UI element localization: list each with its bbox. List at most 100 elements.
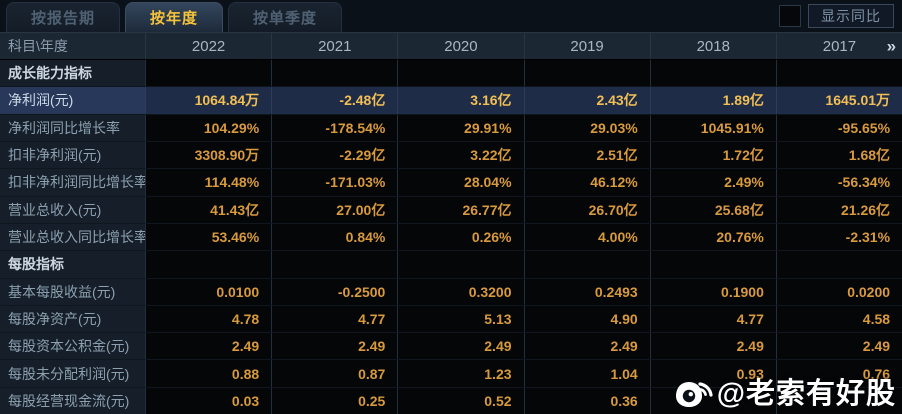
- value-cell: 2.49: [775, 333, 902, 360]
- value-cell: [775, 251, 902, 278]
- table-row[interactable]: 每股未分配利润(元) 0.88 0.87 1.23 1.04 0.93 0.76: [0, 359, 902, 387]
- show-yoy-checkbox[interactable]: [779, 5, 801, 27]
- yoy-controls: 显示同比: [779, 4, 894, 28]
- year-header-2017[interactable]: 2017 »: [775, 33, 902, 59]
- value-cell: 25.68亿: [649, 196, 776, 223]
- year-header-2019[interactable]: 2019: [523, 33, 650, 59]
- table-row[interactable]: 扣非净利润同比增长率 114.48% -171.03% 28.04% 46.12% 2.4…: [0, 168, 902, 196]
- table-row[interactable]: 营业总收入同比增长率 53.46% 0.84% 0.26% 4.00% 20.76% -2.…: [0, 222, 902, 251]
- value-cell: 3.16亿: [397, 87, 524, 114]
- value-cell: -2.31%: [775, 223, 902, 251]
- year-header-2022[interactable]: 2022: [145, 33, 271, 59]
- value-cell: 1.23: [397, 360, 524, 387]
- show-yoy-button[interactable]: 显示同比: [808, 4, 894, 28]
- row-label: 每股净资产(元): [0, 305, 145, 333]
- value-cell: 4.58: [775, 305, 902, 333]
- row-label: 每股资本公积金(元): [0, 333, 145, 360]
- value-cell: 4.77: [649, 305, 776, 333]
- table-row[interactable]: 每股经营现金流(元) 0.03 0.25 0.52 0.36: [0, 386, 902, 414]
- value-cell: 2.49: [523, 333, 650, 360]
- row-label: 营业总收入同比增长率: [0, 223, 148, 251]
- value-cell: 28.04%: [397, 169, 524, 196]
- row-label: 净利润(元): [0, 87, 145, 114]
- value-cell: 0.76: [775, 360, 902, 387]
- value-cell: -2.48亿: [271, 87, 398, 114]
- value-cell: [775, 60, 902, 87]
- value-cell: [523, 251, 650, 278]
- value-cell: 0.0100: [145, 278, 272, 305]
- value-cell: 4.77: [271, 305, 398, 333]
- corner-header-label: 科目\年度: [8, 38, 68, 54]
- value-cell: -2.29亿: [271, 141, 398, 169]
- value-cell: [271, 60, 398, 87]
- value-cell: 0.26%: [397, 223, 524, 251]
- year-header-2021[interactable]: 2021: [271, 33, 397, 59]
- value-cell: 104.29%: [145, 114, 272, 141]
- value-cell: 4.00%: [523, 223, 650, 251]
- row-label: 净利润同比增长率: [0, 114, 145, 141]
- value-cell: 0.87: [271, 360, 398, 387]
- value-cell: -0.2500: [271, 278, 398, 305]
- value-cell: -178.54%: [271, 114, 398, 141]
- value-cell: 29.03%: [523, 114, 650, 141]
- value-cell: -171.03%: [271, 169, 398, 196]
- value-cell: 26.70亿: [523, 196, 650, 223]
- row-label: 成长能力指标: [0, 60, 145, 87]
- table-row[interactable]: 每股净资产(元) 4.78 4.77 5.13 4.90 4.77 4.58: [0, 304, 902, 333]
- value-cell: 2.51亿: [523, 141, 650, 169]
- table-row[interactable]: 每股资本公积金(元) 2.49 2.49 2.49 2.49 2.49 2.49: [0, 332, 902, 360]
- value-cell: 3.22亿: [397, 141, 524, 169]
- value-cell: 0.93: [649, 360, 776, 387]
- tab-by-year[interactable]: 按年度: [125, 2, 224, 32]
- value-cell: 0.88: [145, 360, 272, 387]
- value-cell: 2.49: [145, 333, 272, 360]
- row-label: 每股指标: [0, 251, 145, 278]
- table-row[interactable]: 成长能力指标: [0, 60, 902, 87]
- value-cell: 1645.01万: [775, 87, 902, 114]
- year-header-2018[interactable]: 2018: [649, 33, 776, 59]
- year-header-2020[interactable]: 2020: [397, 33, 523, 59]
- tab-by-report-period[interactable]: 按报告期: [6, 2, 121, 32]
- row-label: 营业总收入(元): [0, 196, 145, 223]
- table-row[interactable]: 扣非净利润(元) 3308.90万 -2.29亿 3.22亿 2.51亿 1.72亿 1.6…: [0, 140, 902, 169]
- value-cell: 21.26亿: [775, 196, 902, 223]
- value-cell: 2.49: [649, 333, 776, 360]
- value-cell: 4.90: [523, 305, 650, 333]
- value-cell: 0.52: [397, 387, 524, 414]
- row-label: 扣非净利润(元): [0, 141, 145, 169]
- value-cell: 41.43亿: [145, 196, 272, 223]
- value-cell: [397, 60, 524, 87]
- value-cell: 2.49%: [649, 169, 776, 196]
- value-cell: 20.76%: [649, 223, 776, 251]
- value-cell: 3308.90万: [145, 141, 272, 169]
- more-years-icon[interactable]: »: [886, 36, 897, 56]
- tab-by-quarter[interactable]: 按单季度: [228, 2, 343, 32]
- value-cell: 27.00亿: [271, 196, 398, 223]
- table-row[interactable]: 每股指标: [0, 250, 902, 278]
- value-cell: 26.77亿: [397, 196, 524, 223]
- table-row[interactable]: 净利润(元) 1064.84万 -2.48亿 3.16亿 2.43亿 1.89亿 1645.…: [0, 86, 902, 114]
- value-cell: [775, 387, 902, 414]
- value-cell: 1.68亿: [775, 141, 902, 169]
- period-tab-bar: 按报告期 按年度 按单季度 显示同比: [0, 0, 902, 32]
- value-cell: 2.49: [271, 333, 398, 360]
- row-label: 每股经营现金流(元): [0, 387, 145, 414]
- table-row[interactable]: 营业总收入(元) 41.43亿 27.00亿 26.77亿 26.70亿 25.68亿 21…: [0, 195, 902, 223]
- value-cell: [397, 251, 524, 278]
- value-cell: 29.91%: [397, 114, 524, 141]
- value-cell: [649, 60, 776, 87]
- value-cell: 0.25: [271, 387, 398, 414]
- value-cell: 1045.91%: [649, 114, 776, 141]
- value-cell: [523, 60, 650, 87]
- value-cell: 1.72亿: [649, 141, 776, 169]
- value-cell: 2.49: [397, 333, 524, 360]
- table-row[interactable]: 净利润同比增长率 104.29% -178.54% 29.91% 29.03% 1045.…: [0, 113, 902, 141]
- value-cell: 0.0200: [775, 278, 902, 305]
- value-cell: -95.65%: [775, 114, 902, 141]
- table-header-row: 科目\年度 2022 2021 2020 2019 2018 2017 »: [0, 32, 902, 60]
- table-row[interactable]: 基本每股收益(元) 0.0100 -0.2500 0.3200 0.2493 0.1900…: [0, 277, 902, 305]
- value-cell: [145, 251, 272, 278]
- value-cell: 0.84%: [271, 223, 398, 251]
- value-cell: 0.2493: [523, 278, 650, 305]
- value-cell: 1064.84万: [145, 87, 272, 114]
